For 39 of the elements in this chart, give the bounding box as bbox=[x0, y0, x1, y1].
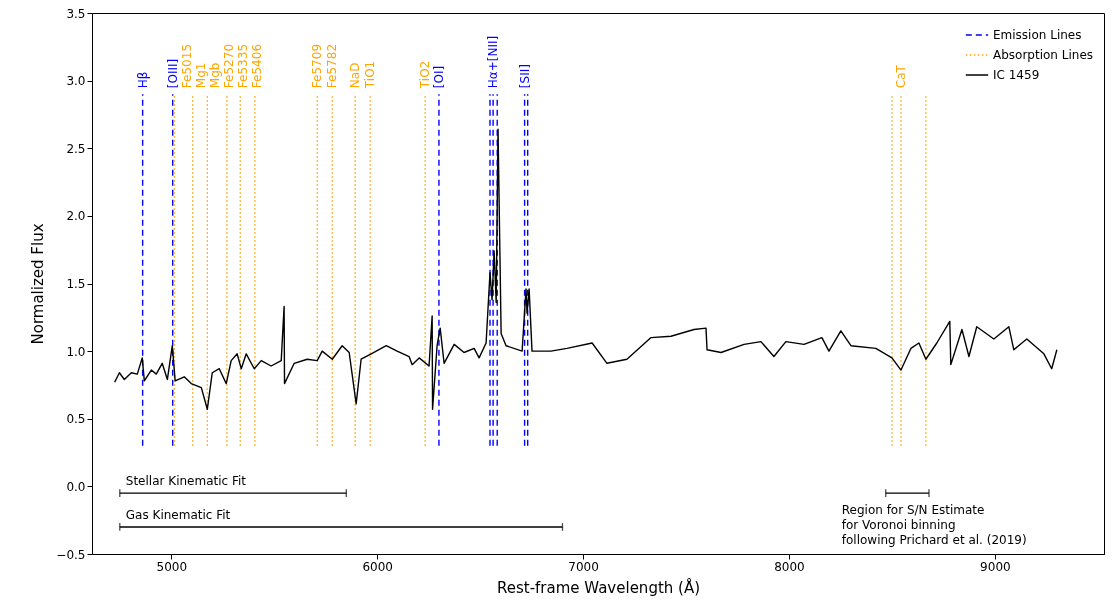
y-tick-label: 0.0 bbox=[66, 479, 86, 494]
annotation: Mg1 bbox=[193, 62, 208, 89]
y-axis-title: Normalized Flux bbox=[29, 223, 48, 345]
annotation: TiO1 bbox=[363, 60, 378, 90]
y-tick-label: 1.0 bbox=[66, 344, 86, 359]
annotation: NaD bbox=[348, 62, 363, 89]
x-axis-title: Rest-frame Wavelength (Å) bbox=[496, 577, 701, 597]
legend-label: IC 1459 bbox=[993, 68, 1040, 82]
x-tick-label: 5000 bbox=[156, 559, 188, 574]
y-tick-label: 2.5 bbox=[66, 141, 86, 156]
y-tick-label: 1.5 bbox=[66, 277, 86, 291]
annotation: Region for S/N Estimate for Voronoi binning following Prichard et al. (2019) bbox=[841, 503, 1027, 548]
annotation: [SII] bbox=[517, 64, 532, 89]
x-tick-label: 8000 bbox=[774, 559, 805, 574]
annotation: Stellar Kinematic Fit bbox=[125, 474, 247, 489]
annotation: Hα+[NII] bbox=[486, 35, 501, 89]
annotation: Hβ bbox=[135, 71, 150, 89]
y-tick-label: −0.5 bbox=[56, 547, 86, 562]
x-tick-label: 9000 bbox=[980, 559, 1011, 574]
annotation: Fe5270 bbox=[221, 43, 236, 89]
y-tick-label: 3.0 bbox=[66, 74, 86, 89]
annotation: Fe5709 bbox=[310, 43, 325, 89]
annotation: [OI] bbox=[432, 65, 447, 89]
annotation: Fe5015 bbox=[179, 43, 194, 89]
x-tick-label: 6000 bbox=[362, 559, 393, 574]
x-tick-label: 7000 bbox=[568, 559, 599, 574]
y-tick-label: 3.5 bbox=[66, 6, 86, 21]
annotation: [OIII] bbox=[165, 58, 180, 89]
legend-label: Absorption Lines bbox=[993, 48, 1094, 62]
legend-label: Emission Lines bbox=[993, 28, 1082, 42]
annotation: Gas Kinematic Fit bbox=[125, 507, 231, 522]
annotation: TiO2 bbox=[418, 60, 433, 90]
annotation: CaT bbox=[893, 64, 908, 89]
annotation: Fe5782 bbox=[325, 43, 340, 89]
annotation: Fe5406 bbox=[249, 43, 264, 89]
annotation: Fe5335 bbox=[235, 43, 250, 89]
annotation: Mgb bbox=[207, 62, 222, 89]
y-tick-label: 0.5 bbox=[66, 412, 86, 427]
y-tick-label: 2.0 bbox=[66, 209, 86, 224]
